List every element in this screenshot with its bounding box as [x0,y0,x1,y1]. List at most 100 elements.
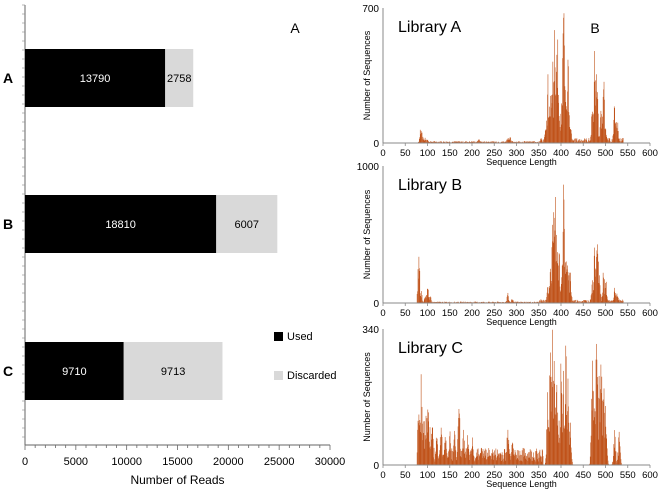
histogram-bin [439,141,440,143]
histogram-bin [544,300,545,303]
histogram-bin [594,411,596,465]
histogram-bin [417,429,418,465]
histogram-bin [585,300,587,303]
histogram-bin [615,451,616,465]
histogram-bin [596,250,598,303]
histogram-bin [448,449,450,465]
histogram-bin [427,288,429,303]
histogram-bin [612,140,613,143]
histogram-bin [523,456,524,465]
histogram-bin [447,301,449,303]
histogram-bin [509,136,511,143]
hist-x-tick-label: 0 [380,148,385,159]
histogram-bin [576,138,578,143]
histogram-bin [614,295,616,303]
histogram-bin [592,292,594,303]
histogram-bin [473,141,474,143]
histogram-bin [496,456,498,465]
histogram-bin [588,301,589,303]
histogram-bin [433,141,435,143]
histogram-bin [595,269,597,303]
histogram-bin [544,137,545,143]
histogram-bin [615,293,616,303]
histogram-bin [555,261,557,303]
histogram-bin [617,122,619,143]
histogram-bin [455,141,457,143]
histogram-bin [424,448,425,465]
histogram-bin [515,301,517,303]
histogram-bin [615,122,616,143]
histogram-bin [430,448,431,465]
histogram-bin [597,384,598,465]
histogram-bin [549,377,551,465]
histogram-bin [507,139,508,143]
histogram-bin [423,301,425,303]
histogram-bin [525,141,527,143]
histogram-bin [440,427,442,465]
histogram-bin [571,452,572,465]
histogram-bin [570,129,572,143]
histogram-bin [508,301,510,303]
histogram-bin [527,141,529,143]
histogram-bin [422,300,423,303]
histogram-bin [588,140,589,143]
histogram-bin [516,455,518,465]
histogram-bin [554,67,556,143]
histogram-bin [576,140,577,143]
histogram-bin [510,141,512,143]
histogram-bin [564,86,566,143]
histogram-bin [499,457,500,465]
histogram-bin [516,459,517,465]
histogram-bin [452,451,454,465]
histogram-2: 0 1000 0 50 100 150 200 250 300 350 400 450 500 550 60… [357,162,658,327]
histogram-bin [464,301,466,303]
histogram-bin [569,127,571,143]
histogram-bin [452,141,454,143]
hist-x-tick-label: 300 [509,470,525,481]
hist-x-tick-label: 400 [553,470,569,481]
histogram-bin [574,301,575,303]
histogram-bin [492,141,494,143]
histogram-bin [544,299,546,303]
histogram-bin [545,299,547,303]
histogram-bin [488,448,490,465]
histogram-bin [578,301,579,303]
histogram-bin [531,451,532,465]
histogram-bin [434,301,436,303]
histogram-bin [597,92,598,143]
histogram-bin [516,301,517,303]
histogram-bin [518,450,519,465]
histogram-bin [504,453,506,465]
histogram-bin [419,129,421,143]
histogram-bin [465,448,467,465]
histogram-bin [468,449,470,465]
hist-x-tick-label: 50 [400,148,411,159]
histogram-bin [583,300,585,303]
histogram-bin [423,139,425,143]
histogram-bin [513,301,514,303]
histogram-bin [495,454,496,465]
histogram-bin [519,460,520,465]
histogram-bin [493,301,494,303]
histogram-bin [553,217,555,303]
histogram-bin [422,136,424,143]
histogram-bin [503,141,504,143]
histogram-bin [497,449,498,465]
histogram-bin [584,300,585,303]
histogram-bin [621,138,623,143]
histogram-bin [604,128,606,143]
histogram-bin [512,141,514,143]
histogram-bin [612,461,614,465]
histogram-bin [600,389,601,465]
histogram-bin [446,141,448,143]
histogram-bin [490,141,491,143]
histogram-bin [587,141,589,143]
histogram-bin [431,300,432,303]
histogram-bin [459,418,461,465]
histogram-bin [545,129,547,143]
histogram-bin [598,375,600,465]
histogram-bin [426,295,427,303]
histogram-bin [547,74,549,143]
histogram-bin [534,459,535,465]
histogram-bin [512,442,513,465]
